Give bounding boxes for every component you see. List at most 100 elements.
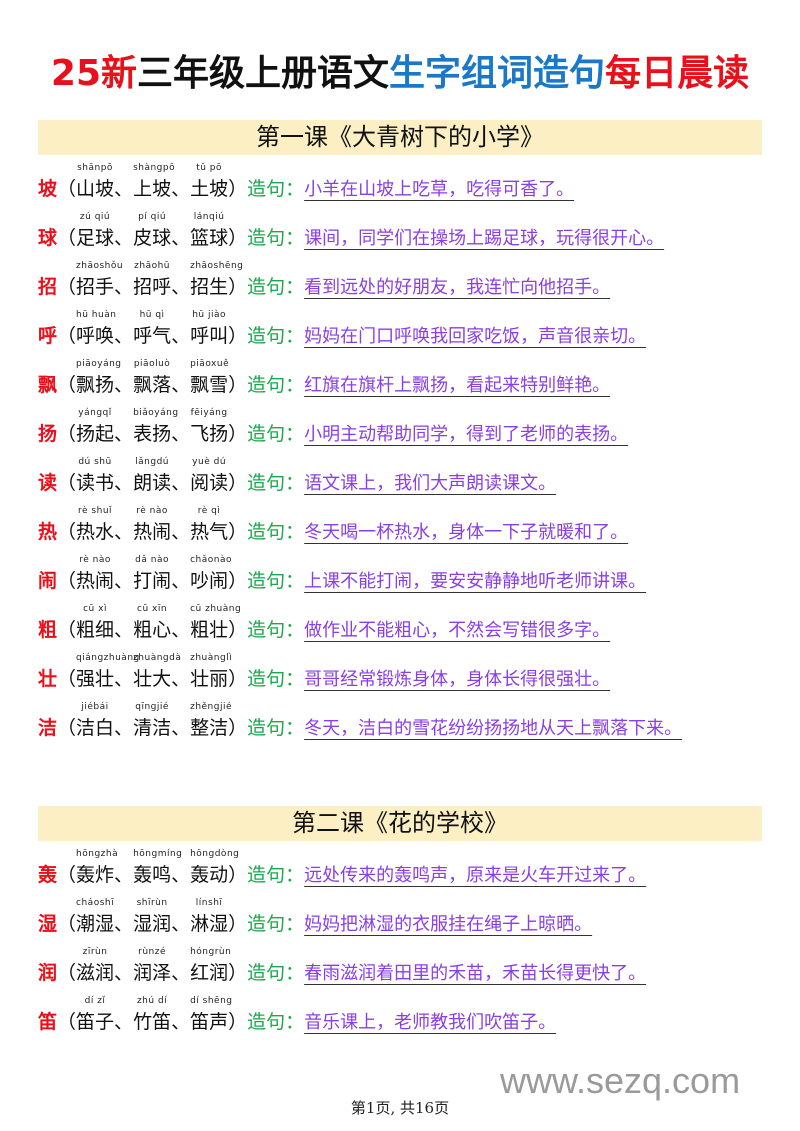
word: 热水 [76,521,115,543]
word: 红润 [190,962,229,984]
vocab-row: 飘（ piāoyáng 飘扬、 piāoluò 飘落、 piāoxuě 飘雪）造句：红旗在旗… [38,359,611,397]
pinyin: shīrùn [136,898,168,908]
pinyin: hū jiào [192,310,226,320]
word: 招呼 [133,276,172,298]
word: 轰鸣 [133,864,172,886]
word: 壮大 [133,668,172,690]
word: 整洁 [190,717,229,739]
title-part: 25新 [50,53,138,94]
word-group: zhú dí 竹笛 [133,996,172,1034]
pinyin: hōngdòng [190,849,240,859]
pinyin: piāoluò [133,359,171,369]
pinyin: shàngpō [133,163,176,173]
word-group: jiébái 洁白 [76,702,114,740]
section-header: 第二课《花的学校》 [38,806,762,841]
title-part: 三年级上册语文 [137,53,390,94]
word-group: hóngrùn 红润 [190,947,231,985]
word: 呼叫 [190,325,229,347]
vocab-row: 招（ zhāoshǒu 招手、 zhāohū 招呼、 zhāoshēng 招生）造句：看到远… [38,261,611,299]
word-group: zhāoshǒu 招手 [76,261,123,299]
word-group: shàngpō 上坡 [133,163,175,201]
word: 飘落 [133,374,172,396]
word-group: dǎ nào 打闹 [133,555,172,593]
example-sentence: 春雨滋润着田里的禾苗，禾苗长得更快了。 [304,963,647,984]
word-group: cū xì 粗细 [76,604,114,642]
word: 壮丽 [190,668,229,690]
pinyin: cū xì [83,604,107,614]
word: 篮球 [190,227,229,249]
word-group: piāoluò 飘落 [133,359,172,397]
example-sentence: 语文课上，我们大声朗读课文。 [304,473,557,494]
pinyin: lánqiú [193,212,225,222]
word: 呼唤 [76,325,115,347]
pinyin: lǎngdú [135,457,169,467]
word-group: pí qiú 皮球 [133,212,172,250]
word: 滋润 [76,962,115,984]
example-sentence: 红旗在旗杆上飘扬，看起来特别鲜艳。 [304,375,611,396]
word-group: dú shū 读书 [76,457,114,495]
pinyin: qīngjié [135,702,169,712]
pinyin: yángqǐ [78,408,112,418]
word-group: cháoshī 潮湿 [76,898,115,936]
pinyin: dí zǐ [84,996,106,1006]
character: 球 [38,227,58,249]
pinyin: yuè dú [192,457,227,467]
word: 潮湿 [76,913,115,935]
pinyin: cháoshī [76,898,115,908]
vocab-row: 洁（ jiébái 洁白、 qīngjié 清洁、 zhěngjié 整洁）造句：冬天，洁白… [38,702,683,740]
pinyin: dú shū [78,457,112,467]
word-group: hū qì 呼气 [133,310,171,348]
character: 招 [38,276,58,298]
pinyin: qiángzhuàng [76,653,140,663]
example-sentence: 音乐课上，老师教我们吹笛子。 [304,1012,557,1033]
word-group: rè nào 热闹 [133,506,171,544]
example-sentence: 妈妈把淋湿的衣服挂在绳子上晾晒。 [304,914,593,935]
sentence-label: 造句： [247,423,305,445]
example-sentence: 课间，同学们在操场上踢足球，玩得很开心。 [304,228,665,249]
sentence-label: 造句： [247,1011,305,1033]
word: 皮球 [133,227,172,249]
word: 招生 [190,276,229,298]
word-group: rè shuǐ 热水 [76,506,115,544]
pinyin: dǎ nào [135,555,169,565]
vocab-row: 呼（ hū huàn 呼唤、 hū qì 呼气、 hū jiào 呼叫）造句：妈妈在门口呼唤… [38,310,647,348]
vocab-row: 扬（ yángqǐ 扬起、 biǎoyáng 表扬、 fēiyáng 飞扬）造句：小明主动帮… [38,408,629,445]
pinyin: shānpō [77,163,113,173]
pinyin: hōngzhà [76,849,119,859]
pinyin: línshī [195,898,223,908]
sentence-label: 造句： [247,325,305,347]
word-group: hōngdòng 轰动 [190,849,239,887]
word-group: zú qiú 足球 [76,212,115,250]
pinyin: zhāoshēng [190,261,244,271]
vocab-row: 轰（ hōngzhà 轰炸、 hōngmíng 轰鸣、 hōngdòng 轰动）造句：远处传… [38,849,647,887]
sentence-label: 造句： [247,178,305,200]
sentence-label: 造句： [247,472,305,494]
vocab-row: 壮（ qiángzhuàng 强壮、 zhuàngdà 壮大、 zhuànglì 壮丽）造句… [38,653,611,691]
word-group: rè nào 热闹 [76,555,115,593]
vocab-row: 闹（ rè nào 热闹、 dǎ nào 打闹、 chǎonào 吵闹）造句：上课不能打闹，… [38,555,647,593]
word: 笛声 [190,1011,229,1033]
section-1-rows: 坡（ shānpō 山坡、 shàngpō 上坡、 tǔ pō 土坡）造句：小羊在山坡上吃草… [38,163,764,753]
word: 热气 [190,521,229,543]
word: 润泽 [133,962,172,984]
word: 热闹 [76,570,115,592]
word-group: cū xīn 粗心 [133,604,172,642]
word: 强壮 [76,668,115,690]
vocab-row: 球（ zú qiú 足球、 pí qiú 皮球、 lánqiú 篮球）造句：课间，同学们在操… [38,212,665,250]
word: 竹笛 [133,1011,172,1033]
word: 飞扬 [190,423,229,445]
word-group: piāoxuě 飘雪 [190,359,229,397]
pinyin: zhú dí [136,996,168,1006]
vocab-row: 湿（ cháoshī 潮湿、 shīrùn 湿润、 línshī 淋湿）造句：妈妈把淋湿的衣… [38,898,593,936]
word-group: shānpō 山坡 [76,163,114,201]
section-header: 第一课《大青树下的小学》 [38,120,762,155]
word: 足球 [76,227,115,249]
word-group: qiángzhuàng 强壮 [76,653,139,691]
word-group: dí zǐ 笛子 [76,996,114,1034]
word: 粗心 [133,619,172,641]
word: 打闹 [133,570,172,592]
pinyin: rè nào [136,506,168,516]
pinyin: rùnzé [138,947,166,957]
word: 吵闹 [190,570,229,592]
